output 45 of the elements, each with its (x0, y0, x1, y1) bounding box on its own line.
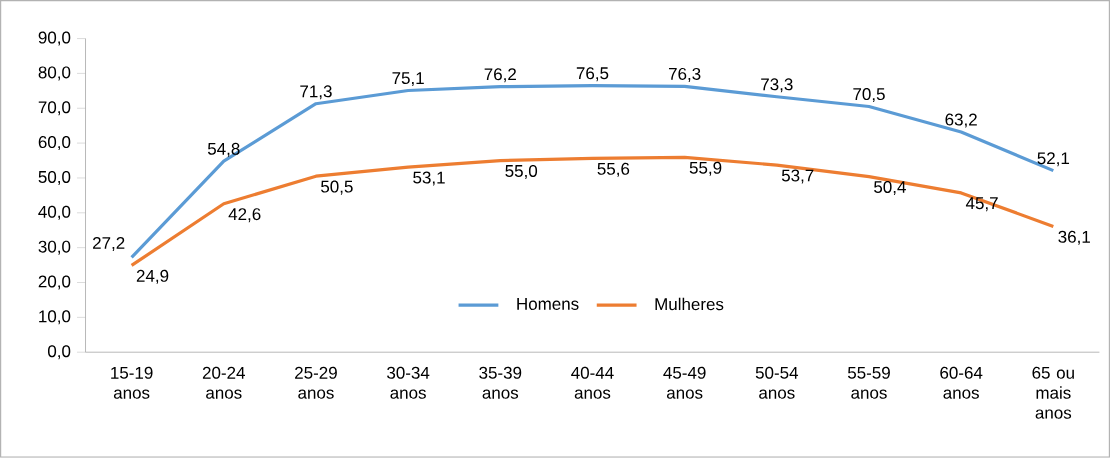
data-label: 52,1 (1037, 152, 1070, 167)
data-label: 75,1 (392, 72, 424, 87)
y-tick-label: 30,0 (38, 240, 71, 255)
x-tick-label: 15-19 anos (111, 366, 153, 399)
data-label: 42,6 (228, 208, 261, 223)
data-label: 73,3 (761, 78, 793, 93)
data-label: 76,2 (484, 68, 516, 83)
data-label: 54,8 (207, 142, 240, 157)
y-tick-label: 0,0 (47, 345, 71, 360)
data-label: 76,3 (668, 68, 701, 83)
legend-label: Mulheres (655, 297, 724, 311)
x-tick-label: 55-59 anos (847, 366, 890, 399)
y-tick-label: 90,0 (38, 31, 71, 46)
data-label: 36,1 (1058, 230, 1090, 245)
data-label: 53,1 (413, 171, 445, 186)
data-label: 55,6 (597, 163, 630, 178)
data-label: 63,2 (945, 113, 977, 128)
data-label: 50,5 (321, 180, 353, 195)
data-label: 45,7 (965, 197, 998, 212)
data-label: 24,9 (136, 269, 169, 284)
x-tick-label: 40-44 anos (571, 366, 614, 399)
x-tick-label: 30-34 anos (387, 366, 430, 399)
y-tick-label: 80,0 (38, 66, 71, 81)
y-tick-label: 70,0 (38, 101, 71, 116)
data-label: 76,5 (576, 67, 609, 82)
y-tick-label: 10,0 (39, 310, 71, 325)
data-label: 70,5 (853, 88, 885, 103)
y-tick-label: 40,0 (38, 205, 71, 220)
y-tick-label: 20,0 (38, 275, 71, 290)
x-tick-label: 65 ou mais anos (1032, 366, 1074, 419)
legend-label: Homens (517, 298, 579, 311)
x-tick-label: 45-49 anos (663, 366, 706, 399)
data-label: 50,4 (874, 181, 906, 196)
y-tick-label: 50,0 (38, 171, 71, 186)
data-label: 71,3 (300, 85, 332, 100)
x-tick-label: 60-64 anos (940, 366, 983, 399)
x-tick-label: 35-39 anos (479, 366, 522, 399)
data-label: 55,9 (689, 161, 722, 176)
data-label: 27,2 (93, 237, 125, 252)
data-label: 55,0 (505, 165, 538, 180)
data-label: 53,7 (781, 169, 814, 184)
x-tick-label: 20-24 anos (202, 366, 246, 399)
x-tick-label: 50-54 anos (755, 366, 799, 399)
y-tick-label: 60,0 (38, 136, 71, 151)
x-tick-label: 25-29 anos (295, 366, 337, 399)
